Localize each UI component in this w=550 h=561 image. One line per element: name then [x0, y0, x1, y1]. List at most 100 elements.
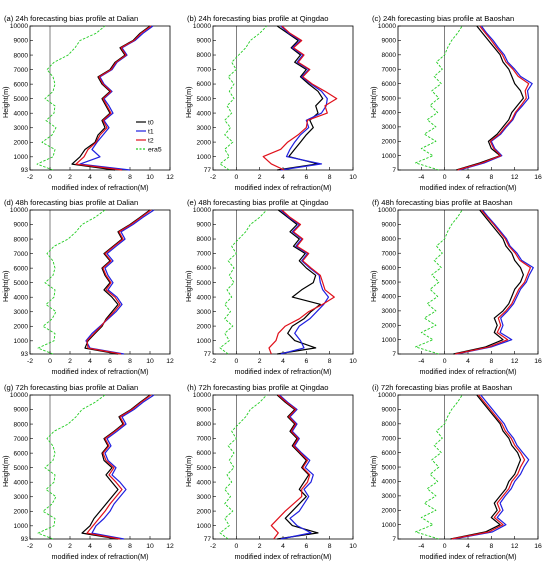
y-tick-label: 6000: [382, 450, 397, 457]
x-tick-label: 8: [489, 543, 493, 550]
y-tick-label: 10000: [193, 23, 211, 30]
y-tick-label: 1000: [14, 338, 29, 345]
y-tick-label: 2000: [197, 508, 212, 515]
x-tick-label: 8: [328, 174, 332, 181]
x-tick-label: 12: [166, 358, 174, 365]
y-tick-label: 9000: [382, 407, 397, 414]
x-tick-label: 2: [258, 358, 262, 365]
series-line-t0: [453, 209, 525, 355]
y-tick-label: 7: [392, 536, 396, 543]
y-tick-label: 1000: [197, 338, 212, 345]
y-tick-label: 5000: [382, 464, 397, 471]
y-tick-label: 2000: [197, 323, 212, 330]
series-line-t2: [86, 394, 152, 540]
x-tick-label: 6: [108, 358, 112, 365]
x-tick-label: -2: [27, 358, 33, 365]
y-tick-label: 4000: [382, 294, 397, 301]
series-line-t0: [84, 209, 151, 355]
y-tick-label: 3000: [14, 309, 29, 316]
x-tick-label: 10: [146, 358, 154, 365]
y-tick-label: 9000: [197, 407, 212, 414]
x-tick-label: 8: [489, 358, 493, 365]
series-line-t0: [450, 394, 522, 540]
y-tick-label: 7: [392, 167, 396, 174]
x-tick-label: -4: [418, 543, 424, 550]
x-tick-label: 8: [328, 358, 332, 365]
series-line-t1: [459, 25, 533, 171]
y-tick-label: 9000: [14, 38, 29, 45]
x-tick-label: 4: [466, 358, 470, 365]
y-tick-label: 7000: [382, 435, 397, 442]
y-tick-label: 1000: [382, 337, 397, 344]
series-line-t0: [71, 25, 151, 171]
y-tick-label: 2000: [382, 138, 397, 145]
y-tick-label: 77: [204, 351, 212, 358]
series-line-era5: [219, 25, 268, 171]
x-tick-label: 16: [534, 174, 542, 181]
y-tick-label: 7000: [14, 67, 29, 74]
y-tick-label: 10000: [378, 207, 396, 214]
y-tick-label: 6000: [197, 265, 212, 272]
y-tick-label: 10000: [10, 207, 28, 214]
y-tick-label: 4000: [14, 110, 29, 117]
legend-label-t0: t0: [148, 119, 154, 126]
y-tick-label: 7000: [14, 436, 29, 443]
y-tick-label: 1000: [197, 523, 212, 530]
series-line-t0: [276, 394, 319, 540]
y-tick-label: 8000: [197, 421, 212, 428]
y-tick-label: 5000: [382, 279, 397, 286]
chart-title: (a) 24h forecasting bias profile at Dali…: [4, 14, 139, 23]
y-tick-label: 1000: [197, 154, 212, 161]
series-line-t0: [456, 25, 525, 171]
y-tick-label: 77: [204, 536, 212, 543]
series-line-t2: [451, 394, 526, 540]
x-tick-label: 8: [489, 174, 493, 181]
x-tick-label: 12: [511, 174, 519, 181]
x-axis-label: modified index of refraction(M): [234, 552, 332, 561]
series-line-t0: [81, 394, 151, 540]
series-line-t1: [456, 209, 534, 355]
chart-title: (i) 72h forecasting bias profile at Baos…: [372, 383, 513, 392]
x-tick-label: 12: [166, 543, 174, 550]
x-tick-label: 0: [443, 358, 447, 365]
series-line-t2: [75, 25, 152, 171]
series-line-t1: [91, 394, 155, 540]
series-line-t0: [277, 209, 321, 355]
y-tick-label: 7000: [382, 250, 397, 257]
series-line-t1: [279, 394, 314, 540]
y-tick-label: 2000: [14, 508, 29, 515]
x-tick-label: 12: [511, 358, 519, 365]
x-axis-label: modified index of refraction(M): [234, 183, 332, 192]
chart-title: (h) 72h forecasting bias profile at Qing…: [187, 383, 329, 392]
y-tick-label: 8000: [197, 236, 212, 243]
series-line-t2: [270, 394, 311, 540]
x-tick-label: 6: [108, 543, 112, 550]
series-line-t2: [268, 209, 335, 355]
x-tick-label: 2: [68, 174, 72, 181]
y-tick-label: 3000: [197, 309, 212, 316]
x-tick-label: 12: [166, 174, 174, 181]
chart-title: (c) 24h forecasting bias profile at Baos…: [372, 14, 515, 23]
y-tick-label: 93: [21, 351, 29, 358]
x-tick-label: 8: [328, 543, 332, 550]
y-tick-label: 93: [21, 167, 29, 174]
chart-title: (b) 24h forecasting bias profile at Qing…: [187, 14, 329, 23]
series-line-t1: [79, 25, 154, 171]
y-tick-label: 6000: [14, 450, 29, 457]
x-tick-label: 8: [128, 543, 132, 550]
legend-label-t1: t1: [148, 128, 154, 135]
series-line-t2: [262, 25, 338, 171]
x-axis-label: modified index of refraction(M): [419, 552, 517, 561]
y-tick-label: 93: [21, 536, 29, 543]
x-tick-label: 10: [349, 358, 357, 365]
y-tick-label: 8000: [14, 236, 29, 243]
series-line-era5: [415, 209, 463, 355]
y-tick-label: 10000: [10, 23, 28, 30]
y-tick-label: 2000: [14, 139, 29, 146]
y-tick-label: 6000: [197, 450, 212, 457]
x-tick-label: 0: [234, 358, 238, 365]
